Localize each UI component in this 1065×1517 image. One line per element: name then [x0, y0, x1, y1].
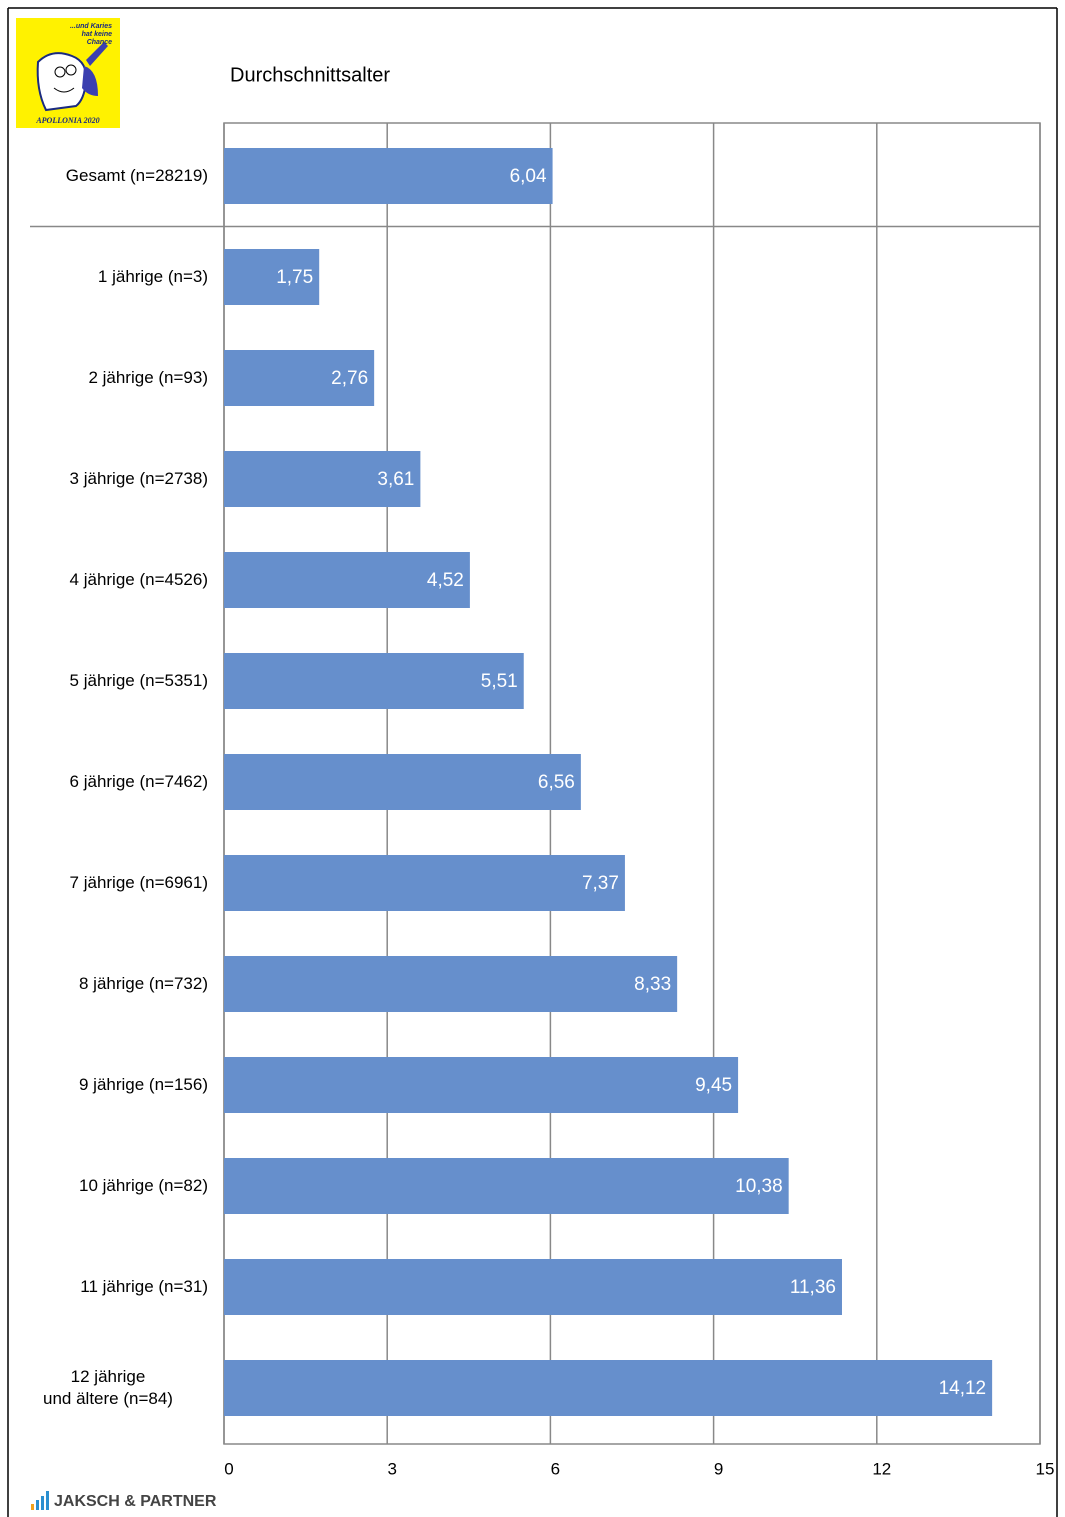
bar: [224, 1259, 842, 1315]
y-tick-label: 7 jährige (n=6961): [69, 873, 208, 892]
bar: [224, 1360, 993, 1416]
footer-bar: [36, 1500, 39, 1510]
logo-mouth: [53, 87, 75, 93]
value-label: 6,56: [538, 772, 575, 793]
logo-brush: [82, 42, 108, 96]
y-tick-label: 11 jährige (n=31): [80, 1277, 208, 1296]
value-label: 14,12: [939, 1378, 987, 1399]
bar: [224, 653, 524, 709]
y-tick-label: 9 jährige (n=156): [78, 1075, 208, 1094]
value-label: 1,75: [276, 267, 313, 288]
logo-text: ...und Karies: [70, 23, 112, 30]
bar: [224, 1158, 789, 1214]
y-tick-label: 3 jährige (n=2738): [69, 469, 208, 488]
bar: [224, 855, 625, 911]
x-tick-label: 6: [551, 1459, 560, 1478]
bar: [224, 1057, 739, 1113]
bar: [224, 451, 421, 507]
logo-tooth: [36, 52, 88, 112]
logo: ...und Karies hat keine Chance APOLLONIA…: [16, 18, 120, 128]
value-label: 6,04: [510, 166, 547, 187]
value-label: 9,45: [695, 1075, 732, 1096]
bar: [224, 249, 320, 305]
y-tick-label: Gesamt (n=28219): [65, 166, 208, 185]
logo-name: APOLLONIA 2020: [35, 116, 99, 125]
chart-title: Durchschnittsalter: [230, 64, 390, 86]
value-label: 10,38: [735, 1176, 783, 1197]
value-label: 7,37: [582, 873, 619, 894]
footer-logo: JAKSCH & PARTNER: [31, 1491, 217, 1510]
bar: [224, 754, 581, 810]
x-tick-label: 3: [387, 1459, 396, 1478]
bar: [224, 552, 470, 608]
x-tick-label: 12: [872, 1459, 891, 1478]
y-tick-label: 10 jährige (n=82): [78, 1176, 208, 1195]
footer-bar: [41, 1496, 44, 1510]
y-tick-label: 5 jährige (n=5351): [69, 671, 208, 690]
value-label: 8,33: [634, 974, 671, 995]
y-tick-label: 8 jährige (n=732): [78, 974, 208, 993]
logo-text: Chance: [87, 39, 112, 46]
bar: [224, 956, 678, 1012]
logo-eye: [54, 66, 66, 78]
value-label: 4,52: [427, 570, 464, 591]
logo-text: hat keine: [82, 31, 112, 38]
logo-eye: [65, 64, 77, 76]
value-label: 5,51: [481, 671, 518, 692]
bar: [224, 148, 553, 204]
value-label: 11,36: [790, 1277, 836, 1298]
bar: [224, 350, 375, 406]
value-label: 2,76: [331, 368, 368, 389]
y-tick-label: 6 jährige (n=7462): [69, 772, 208, 791]
x-tick-label: 0: [224, 1459, 233, 1478]
y-tick-label: 12 jährige und ältere (n=84): [43, 1367, 173, 1408]
y-tick-label: 1 jährige (n=3): [97, 267, 208, 286]
x-tick-label: 9: [714, 1459, 723, 1478]
y-tick-label: 2 jährige (n=93): [88, 368, 208, 387]
value-label: 3,61: [377, 469, 414, 490]
y-tick-label: 4 jährige (n=4526): [69, 570, 208, 589]
footer-bar: [31, 1504, 34, 1510]
x-tick-label: 15: [1036, 1459, 1055, 1478]
footer-brand: JAKSCH & PARTNER: [54, 1493, 217, 1510]
footer-bar: [46, 1491, 49, 1510]
